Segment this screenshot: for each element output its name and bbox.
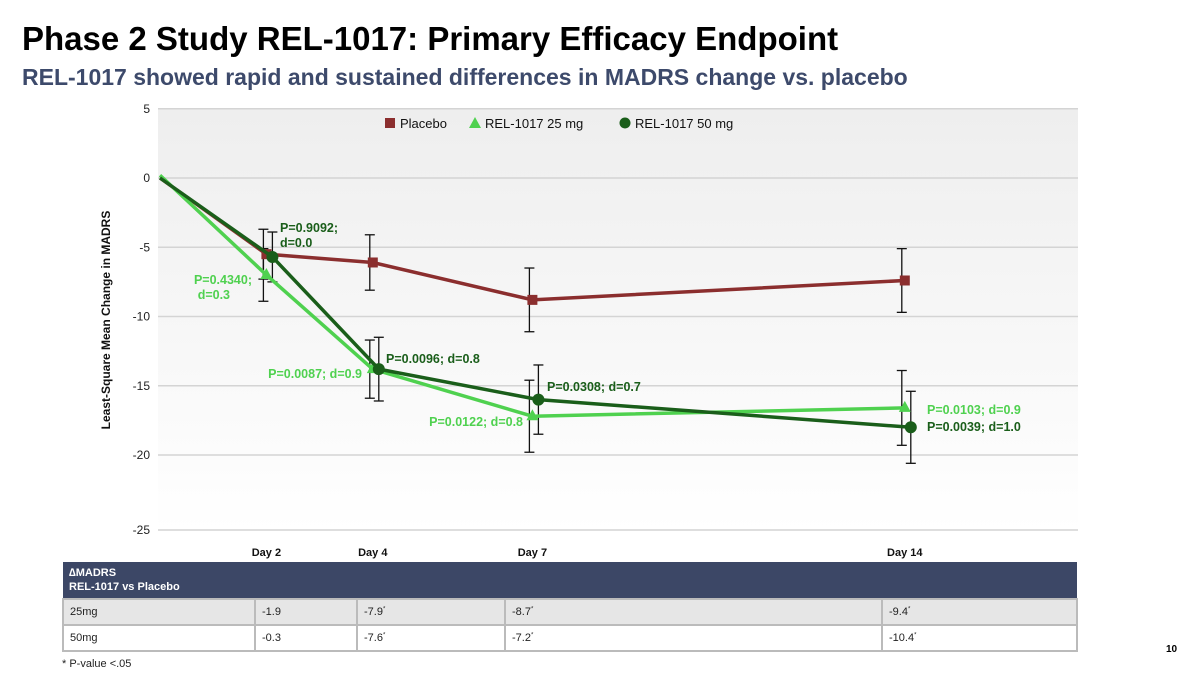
table-row: 50mg -0.3 -7.6* -7.2* -10.4* — [62, 624, 1078, 652]
cell: -0.3 — [254, 624, 358, 652]
y-axis-label: Least-Square Mean Change in MADRS — [99, 211, 113, 430]
p-value-annotation: P=0.0122; d=0.8 — [429, 415, 523, 429]
cell: -7.6* — [356, 624, 506, 652]
x-tick-label: Day 14 — [887, 547, 923, 559]
slide-subtitle: REL-1017 showed rapid and sustained diff… — [22, 64, 908, 90]
table-header-line2: REL-1017 vs Placebo — [69, 581, 180, 593]
legend-marker-circle — [619, 117, 631, 129]
cell: -7.9* — [356, 598, 506, 626]
cell-value: -8.7 — [512, 606, 531, 618]
y-tick-label: 0 — [143, 171, 150, 185]
p-value-annotation: P=0.0087; d=0.9 — [268, 367, 362, 381]
cell-value: -7.2 — [512, 632, 531, 644]
x-tick-label: Day 4 — [358, 547, 388, 559]
x-tick-label: Day 2 — [252, 547, 281, 559]
data-point-circle — [532, 393, 545, 406]
y-tick-label: -5 — [139, 240, 150, 254]
cell: -1.9 — [254, 598, 358, 626]
significance-mark: * — [530, 632, 534, 639]
data-point-square — [367, 257, 378, 268]
cell-value: -9.4 — [889, 606, 908, 618]
slide-title: Phase 2 Study REL-1017: Primary Efficacy… — [22, 20, 839, 57]
data-point-triangle — [260, 267, 273, 279]
cell-value: -10.4 — [889, 632, 915, 644]
significance-mark: * — [907, 606, 911, 613]
row-label: 25mg — [62, 598, 256, 626]
y-tick-label: 5 — [143, 102, 150, 116]
table-header-line1: ∆MADRS — [69, 567, 117, 579]
cell-value: -1.9 — [262, 606, 281, 618]
p-value-annotation: d=0.3 — [198, 288, 230, 302]
cell: -10.4* — [881, 624, 1078, 652]
p-value-annotation: P=0.0039; d=1.0 — [927, 420, 1021, 434]
cell: -8.7* — [504, 598, 883, 626]
page-number: 10 — [1166, 644, 1178, 655]
data-point-square — [527, 294, 538, 305]
legend-label: REL-1017 50 mg — [635, 116, 733, 131]
data-point-circle — [266, 250, 279, 263]
data-point-circle — [904, 421, 917, 434]
madrs-line-chart: 5 0 -5 -10 -15 -20 -25 Least-Square Mean Change… — [99, 102, 1078, 559]
legend-marker-triangle — [469, 117, 481, 128]
legend-marker-square — [385, 118, 395, 128]
data-point-square — [899, 275, 910, 286]
row-label: 50mg — [62, 624, 256, 652]
significance-mark: * — [530, 606, 534, 613]
y-tick-label: -25 — [133, 523, 151, 537]
p-value-annotation: d=0.0 — [280, 236, 312, 250]
y-tick-label: -20 — [133, 448, 151, 462]
y-tick-label: -10 — [133, 310, 151, 324]
legend-label: Placebo — [400, 116, 447, 131]
table-row: 25mg -1.9 -7.9* -8.7* -9.4* — [62, 598, 1078, 626]
madrs-difference-table: ∆MADRS REL-1017 vs Placebo 25mg -1.9 -7.9… — [62, 562, 1078, 652]
p-value-annotation: P=0.0103; d=0.9 — [927, 403, 1021, 417]
cell-value: -0.3 — [262, 632, 281, 644]
cell: -7.2* — [504, 624, 883, 652]
footnote: * P-value <.05 — [62, 658, 132, 670]
cell: -9.4* — [881, 598, 1078, 626]
significance-mark: * — [914, 632, 917, 639]
data-point-triangle — [898, 400, 911, 412]
significance-mark: * — [382, 606, 386, 613]
legend-label: REL-1017 25 mg — [485, 116, 583, 131]
data-point-circle — [372, 363, 385, 376]
p-value-annotation: P=0.0308; d=0.7 — [547, 380, 641, 394]
plot-area — [158, 108, 1078, 532]
p-value-annotation: P=0.4340; — [194, 273, 252, 287]
data-point-triangle — [526, 409, 539, 421]
y-tick-label: -15 — [133, 379, 151, 393]
p-value-annotation: P=0.0096; d=0.8 — [386, 352, 480, 366]
significance-mark: * — [382, 632, 386, 639]
table-header: ∆MADRS REL-1017 vs Placebo — [63, 562, 1077, 599]
x-tick-label: Day 7 — [518, 547, 547, 559]
cell-value: -7.9 — [364, 606, 383, 618]
cell-value: -7.6 — [364, 632, 383, 644]
p-value-annotation: P=0.9092; — [280, 221, 338, 235]
